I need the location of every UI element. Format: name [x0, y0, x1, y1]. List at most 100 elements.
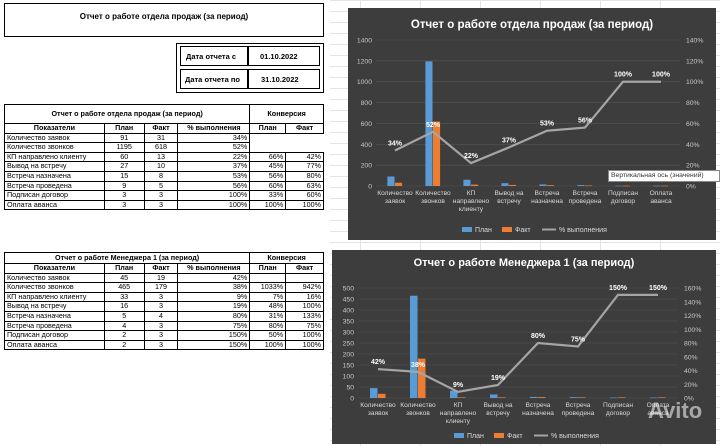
bar-plan[interactable] [650, 397, 658, 399]
bar-plan[interactable] [450, 390, 458, 398]
bar-plan[interactable] [387, 176, 395, 186]
legend-label[interactable]: % выполнения [559, 227, 607, 234]
table-cell[interactable]: 133% [285, 310, 324, 322]
table-cell[interactable]: 60% [285, 190, 324, 201]
table-cell[interactable]: Оплата аванса [4, 199, 105, 211]
table-cell[interactable]: 80% [177, 310, 251, 322]
col-header-conv-fact[interactable]: Факт [285, 123, 324, 134]
bar-plan[interactable] [530, 396, 538, 398]
table-cell[interactable]: 1195 [103, 142, 145, 153]
col-header-percent[interactable]: % выполнения [177, 263, 251, 274]
col-header-plan[interactable]: План [103, 263, 145, 274]
bar-fact[interactable] [661, 185, 669, 187]
table-cell[interactable]: 2 [103, 339, 145, 351]
table-cell[interactable]: Встреча назначена [4, 170, 105, 182]
legend-label[interactable]: Факт [507, 433, 523, 440]
table-cell[interactable]: 31% [249, 310, 287, 322]
col-header-conv-plan[interactable]: План [249, 263, 287, 274]
bar-fact[interactable] [618, 397, 626, 398]
bar-fact[interactable] [538, 397, 546, 398]
legend-label[interactable]: План [475, 227, 492, 234]
table-cell[interactable]: 3 [143, 339, 179, 351]
bar-fact[interactable] [547, 185, 555, 186]
table-cell[interactable]: 15 [103, 170, 145, 182]
percent-line[interactable] [377, 293, 658, 393]
department-conversion-header[interactable]: Конверсия [249, 104, 324, 124]
col-header-indicators[interactable]: Показатели [4, 123, 105, 134]
bar-fact[interactable] [395, 182, 403, 186]
col-header-conv-plan[interactable]: План [249, 123, 287, 134]
bar-plan[interactable] [410, 295, 418, 398]
table-cell[interactable]: 3 [143, 330, 179, 341]
table-cell[interactable]: 100% [285, 330, 324, 341]
table-cell[interactable]: 100% [177, 199, 251, 211]
col-header-percent[interactable]: % выполнения [177, 123, 251, 134]
bar-plan[interactable] [653, 185, 661, 187]
table-cell[interactable]: 150% [177, 330, 251, 341]
table-cell[interactable]: 618 [143, 142, 179, 153]
bar-fact[interactable] [658, 397, 666, 398]
bar-fact[interactable] [433, 121, 441, 186]
table-cell[interactable]: 100% [177, 190, 251, 201]
bar-plan[interactable] [425, 61, 433, 186]
table-cell[interactable]: Встреча назначена [4, 310, 105, 322]
table-cell[interactable]: 465 [103, 282, 145, 293]
bar-plan[interactable] [490, 394, 498, 398]
table-cell[interactable]: 100% [285, 339, 324, 351]
department-chart[interactable]: Отчет о работе отдела продаж (за период)… [348, 8, 716, 240]
table-cell[interactable]: 50% [249, 330, 287, 341]
bar-fact[interactable] [578, 397, 586, 398]
table-cell[interactable]: Подписан договор [4, 330, 105, 341]
col-header-plan[interactable]: План [103, 123, 145, 134]
table-cell[interactable]: 33% [249, 190, 287, 201]
date-from-label-cell[interactable] [180, 46, 248, 66]
bar-fact[interactable] [378, 393, 386, 398]
manager-chart[interactable]: Отчет о работе Менеджера 1 (за период) 0 5… [332, 250, 716, 444]
bar-plan[interactable] [501, 183, 509, 186]
table-cell[interactable]: 100% [285, 199, 324, 211]
table-cell[interactable]: 38% [177, 282, 251, 293]
bar-plan[interactable] [577, 185, 585, 186]
date-from-cell[interactable] [248, 46, 320, 66]
legend-label[interactable]: % выполнения [551, 433, 599, 440]
bar-fact[interactable] [471, 184, 479, 186]
bar-fact[interactable] [418, 358, 426, 398]
table-cell[interactable]: Количество звонков [4, 142, 105, 153]
legend-label[interactable]: План [467, 433, 484, 440]
table-cell[interactable]: 3 [143, 190, 179, 201]
manager-table-title[interactable]: Отчет о работе Менеджера 1 (за период) [3, 252, 251, 264]
table-cell[interactable]: 80% [285, 170, 324, 182]
bar-fact[interactable] [585, 185, 593, 187]
percent-line[interactable] [394, 80, 661, 165]
table-cell[interactable]: 5 [103, 310, 145, 322]
table-cell[interactable]: 179 [143, 282, 179, 293]
col-header-indicators[interactable]: Показатели [4, 263, 105, 274]
table-cell[interactable]: 56% [249, 170, 287, 182]
bar-fact[interactable] [509, 184, 517, 186]
bar-plan[interactable] [463, 179, 471, 186]
bar-plan[interactable] [615, 185, 623, 187]
table-cell[interactable]: Количество звонков [4, 282, 105, 293]
table-cell[interactable]: 1033% [249, 282, 287, 293]
table-cell[interactable]: 53% [177, 170, 251, 182]
main-title-box[interactable] [4, 3, 324, 37]
bar-fact[interactable] [498, 397, 506, 398]
bar-fact[interactable] [458, 397, 466, 398]
legend-label[interactable]: Факт [515, 227, 531, 234]
table-cell[interactable]: 100% [249, 339, 287, 351]
bar-plan[interactable] [610, 397, 618, 399]
table-cell[interactable]: 4 [143, 310, 179, 322]
table-cell[interactable]: 2 [103, 330, 145, 341]
table-cell[interactable]: 942% [285, 282, 324, 293]
col-header-fact[interactable]: Факт [143, 263, 179, 274]
table-cell[interactable]: Оплата аванса [4, 339, 105, 351]
table-cell[interactable]: 3 [143, 199, 179, 211]
date-to-label-cell[interactable] [180, 69, 248, 89]
table-cell[interactable]: 150% [177, 339, 251, 351]
bar-plan[interactable] [539, 184, 547, 186]
table-cell[interactable] [250, 143, 286, 153]
table-cell[interactable]: 3 [103, 190, 145, 201]
bar-fact[interactable] [623, 185, 631, 187]
table-cell[interactable] [286, 143, 324, 153]
bar-plan[interactable] [370, 388, 378, 398]
